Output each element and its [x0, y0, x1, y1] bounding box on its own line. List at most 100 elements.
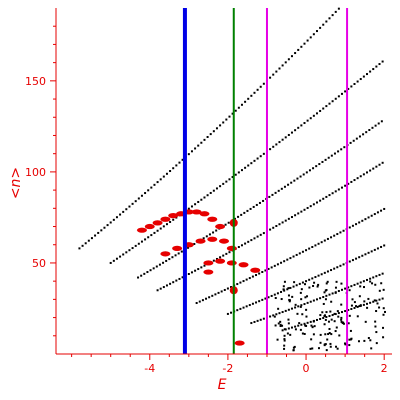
series-band-6 [250, 272, 384, 325]
data-point [311, 245, 314, 248]
data-point [211, 294, 214, 297]
red-point [207, 236, 218, 242]
data-point [323, 291, 326, 294]
data-point [382, 313, 385, 316]
data-point [159, 287, 162, 290]
data-point [177, 252, 180, 255]
data-point [378, 273, 381, 276]
data-point [306, 119, 309, 122]
data-point [305, 249, 308, 252]
data-point [125, 251, 128, 254]
data-point [280, 298, 283, 301]
data-point [324, 318, 327, 321]
data-point [372, 68, 375, 71]
data-point [348, 289, 351, 292]
data-point [279, 320, 282, 323]
data-point [331, 192, 334, 195]
data-point [251, 302, 254, 305]
data-point [250, 94, 253, 97]
data-point [333, 234, 336, 237]
data-point [287, 318, 290, 321]
series-red [136, 209, 261, 346]
data-point [264, 269, 267, 272]
data-point [343, 342, 346, 345]
data-point [190, 271, 193, 274]
data-point [340, 320, 343, 323]
data-point [355, 137, 358, 140]
data-point [234, 173, 237, 176]
data-point [353, 306, 356, 309]
data-point [350, 180, 353, 183]
data-point [372, 276, 375, 279]
data-point [134, 244, 137, 247]
data-point [369, 301, 372, 304]
series-band-2 [137, 120, 383, 279]
data-point [278, 67, 281, 70]
data-point [341, 321, 344, 324]
data-point [283, 338, 286, 341]
data-point [290, 131, 293, 134]
data-point [228, 115, 231, 118]
data-point [311, 277, 314, 280]
data-point [274, 297, 277, 300]
data-point [316, 285, 319, 288]
data-point [240, 244, 243, 247]
data-point [194, 203, 197, 206]
red-point [226, 260, 237, 266]
data-point [300, 304, 303, 307]
red-point [144, 223, 155, 230]
data-point [373, 299, 376, 302]
data-point [259, 85, 262, 88]
data-point [290, 307, 293, 310]
red-point [199, 211, 210, 217]
data-point [292, 346, 295, 349]
data-point [228, 178, 231, 181]
data-point [342, 263, 345, 266]
data-point [259, 155, 262, 158]
data-point [347, 182, 350, 185]
data-point [253, 320, 256, 323]
data-point [323, 343, 326, 346]
data-point [340, 318, 343, 321]
data-point [155, 265, 158, 268]
data-point [342, 229, 345, 232]
data-point [194, 269, 197, 272]
data-point [322, 302, 325, 305]
data-point [112, 259, 115, 262]
data-point [261, 298, 264, 301]
data-point [256, 235, 259, 238]
data-point [201, 299, 204, 302]
data-point [172, 281, 175, 284]
data-point [349, 141, 352, 144]
data-point [290, 55, 293, 58]
data-point [292, 349, 295, 352]
data-point [253, 91, 256, 94]
data-point [237, 106, 240, 109]
data-point [217, 291, 220, 294]
data-point [328, 194, 331, 197]
data-point [149, 269, 152, 272]
data-point [336, 266, 339, 269]
data-point [212, 130, 215, 133]
data-point [320, 273, 323, 276]
data-point [279, 325, 282, 328]
data-point [305, 324, 308, 327]
data-point [262, 152, 265, 155]
data-point [162, 175, 165, 178]
data-point [369, 280, 372, 283]
data-point [353, 179, 356, 182]
data-point [250, 239, 253, 242]
data-point [236, 283, 239, 286]
y-tick-label: 100 [25, 166, 46, 179]
data-point [282, 285, 285, 288]
data-point [172, 167, 175, 170]
data-point [209, 191, 212, 194]
data-point [340, 92, 343, 95]
data-point [372, 167, 375, 170]
data-point [288, 299, 291, 302]
data-point [197, 268, 200, 271]
series-band-4 [195, 207, 386, 305]
data-point [328, 327, 331, 330]
data-point [306, 301, 309, 304]
